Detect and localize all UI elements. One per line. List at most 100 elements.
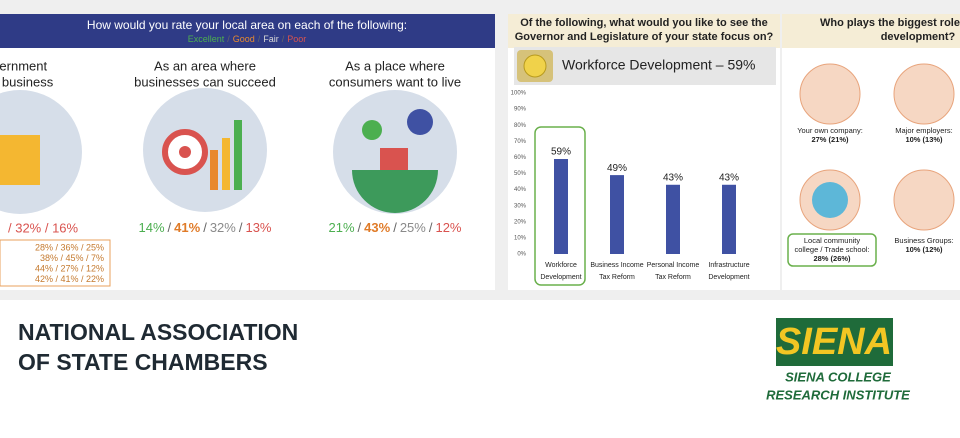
left-columns: vernmentor business / 32% / 16% 28% / 36% … — [0, 58, 462, 283]
y-tick-label: 60% — [514, 155, 527, 161]
separator: / — [203, 220, 207, 235]
left-title: How would you rate your local area on ea… — [87, 18, 407, 32]
value-label: 43% — [663, 172, 683, 183]
x-tick-label: Development — [540, 274, 581, 281]
sub-box — [0, 239, 111, 287]
icon — [407, 109, 433, 135]
left-header — [0, 14, 495, 48]
rating: 13% — [245, 220, 271, 235]
rating: 32% — [210, 220, 236, 235]
item-label: college / Trade school: — [794, 245, 869, 254]
item-label: 27% (21%) — [811, 135, 849, 144]
y-tick-label: 80% — [514, 123, 527, 129]
right-items: Your own company:27% (21%) Major employer… — [794, 126, 953, 263]
icon — [812, 182, 848, 218]
item-label: 10% (13%) — [905, 135, 943, 144]
y-tick-label: 10% — [514, 235, 527, 241]
y-tick-label: 100% — [511, 91, 527, 97]
icon-circle — [893, 63, 955, 125]
rating: Excellent — [188, 34, 225, 44]
column-title: vernment — [0, 58, 47, 73]
question: Of the following, what would you like to… — [520, 17, 768, 29]
box-row: 38% / 45% / 7% — [40, 253, 104, 263]
right-title: development? — [881, 31, 956, 43]
highlight — [787, 233, 877, 267]
medal-icon — [523, 54, 547, 78]
item-label: Your own company: — [797, 126, 863, 135]
separator: / — [258, 34, 261, 44]
rating: 25% — [400, 220, 426, 235]
item-label: Local community — [804, 236, 861, 245]
rating: 43% — [364, 220, 390, 235]
icon-circle — [799, 63, 861, 125]
separator: / — [358, 220, 362, 235]
rating: 41% — [174, 220, 200, 235]
item-label: Major employers: — [895, 126, 953, 135]
bar — [554, 159, 568, 254]
icon — [0, 135, 40, 185]
x-tick-label: Tax Reform — [655, 274, 691, 281]
x-tick-label: Tax Reform — [599, 274, 635, 281]
y-tick-label: 30% — [514, 203, 527, 209]
x-tick-label: Workforce — [545, 262, 577, 269]
x-tick-label: Development — [708, 274, 749, 281]
separator: / — [282, 34, 285, 44]
icon — [362, 120, 382, 140]
ratings: 14%/41%/32%/13% — [139, 220, 272, 235]
ratings: 21%/43%/25%/12% — [329, 220, 462, 235]
icon — [179, 146, 191, 158]
banner — [514, 47, 776, 85]
column-title: or business — [0, 74, 54, 89]
box-row: 42% / 41% / 22% — [35, 274, 104, 284]
y-tick-label: 20% — [514, 219, 527, 225]
column-title: consumers want to live — [329, 74, 461, 89]
column-title: As a place where — [345, 58, 445, 73]
item-label: 10% (12%) — [905, 245, 943, 254]
icon — [380, 148, 408, 170]
y-tick-label: 40% — [514, 187, 527, 193]
value-label: 49% — [607, 163, 627, 174]
value-label: 59% — [551, 147, 571, 158]
separator: / — [393, 220, 397, 235]
rating: Fair — [263, 34, 279, 44]
rating-legend: Excellent / Good / Fair / Poor — [188, 34, 307, 44]
question: Governor and Legislature of your state f… — [515, 31, 774, 43]
org-name: NATIONAL ASSOCIATION — [18, 319, 298, 345]
bar-chart: 0% 10% 20% 30% 40% 50% 60% 70% 80% 90% 100% 59% Work… — [511, 91, 750, 281]
separator: / — [239, 220, 243, 235]
logo-sub: SIENA COLLEGE — [785, 369, 891, 384]
y-tick-label: 70% — [514, 139, 527, 145]
icon — [234, 120, 242, 190]
bar — [722, 184, 736, 254]
rating: 14% — [139, 220, 165, 235]
highlight — [534, 126, 586, 286]
separator: / — [168, 220, 172, 235]
value-label: 43% — [719, 172, 739, 183]
icon — [222, 138, 230, 190]
x-tick-label: Personal Income — [647, 262, 700, 269]
icon — [352, 170, 438, 213]
ratings: / 32% / 16% — [8, 220, 79, 235]
rating: Poor — [287, 34, 306, 44]
logo-box — [776, 318, 893, 366]
x-tick-label: Business Income — [590, 262, 643, 269]
bar — [610, 175, 624, 254]
column-title: As an area where — [154, 58, 256, 73]
logo: SIENA — [776, 321, 892, 363]
logo-sub: RESEARCH INSTITUTE — [766, 387, 910, 402]
right-header — [782, 14, 960, 48]
y-tick-label: 50% — [514, 171, 527, 177]
org-name: OF STATE CHAMBERS — [18, 349, 268, 375]
y-tick-label: 0% — [517, 252, 526, 258]
icon-circle — [893, 169, 955, 231]
separator: / — [429, 220, 433, 235]
middle-header — [508, 14, 780, 48]
rating: 12% — [435, 220, 461, 235]
x-tick-label: Infrastructure — [708, 262, 749, 269]
right-title: Who plays the biggest role — [820, 17, 960, 29]
item-label: Business Groups: — [894, 236, 953, 245]
right-panel — [782, 14, 960, 290]
icon — [210, 150, 218, 190]
separator: / — [227, 34, 230, 44]
